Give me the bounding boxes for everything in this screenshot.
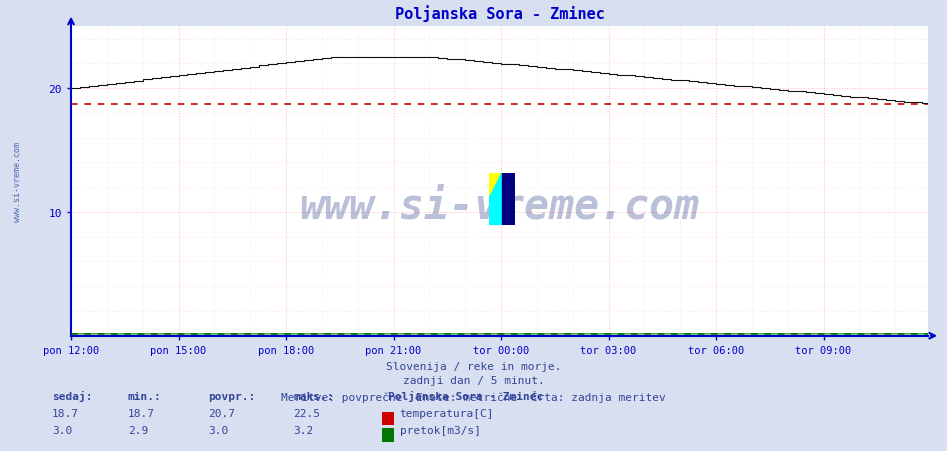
Text: 18.7: 18.7: [128, 408, 155, 418]
Text: 20.7: 20.7: [208, 408, 236, 418]
Text: pretok[m3/s]: pretok[m3/s]: [400, 425, 481, 435]
Text: www.si-vreme.com: www.si-vreme.com: [299, 185, 700, 227]
Polygon shape: [502, 174, 515, 199]
Polygon shape: [489, 174, 502, 199]
Text: 3.0: 3.0: [52, 425, 72, 435]
Polygon shape: [489, 174, 502, 199]
Text: 3.2: 3.2: [294, 425, 313, 435]
Text: maks.:: maks.:: [294, 391, 334, 401]
Text: sedaj:: sedaj:: [52, 390, 93, 401]
Text: 18.7: 18.7: [52, 408, 80, 418]
Text: min.:: min.:: [128, 391, 162, 401]
Polygon shape: [502, 174, 515, 226]
Title: Poljanska Sora - Zminec: Poljanska Sora - Zminec: [395, 5, 604, 22]
Text: Slovenija / reke in morje.: Slovenija / reke in morje.: [385, 361, 562, 371]
Text: 22.5: 22.5: [294, 408, 321, 418]
Text: Meritve: povprečne  Enote: metrične  Črta: zadnja meritev: Meritve: povprečne Enote: metrične Črta:…: [281, 390, 666, 402]
Text: 2.9: 2.9: [128, 425, 148, 435]
Text: www.si-vreme.com: www.si-vreme.com: [13, 142, 23, 221]
Text: povpr.:: povpr.:: [208, 391, 256, 401]
Text: Poljanska Sora - Zminec: Poljanska Sora - Zminec: [388, 390, 544, 401]
Text: 3.0: 3.0: [208, 425, 228, 435]
Text: temperatura[C]: temperatura[C]: [400, 408, 494, 418]
Text: zadnji dan / 5 minut.: zadnji dan / 5 minut.: [402, 375, 545, 385]
Polygon shape: [489, 199, 502, 226]
